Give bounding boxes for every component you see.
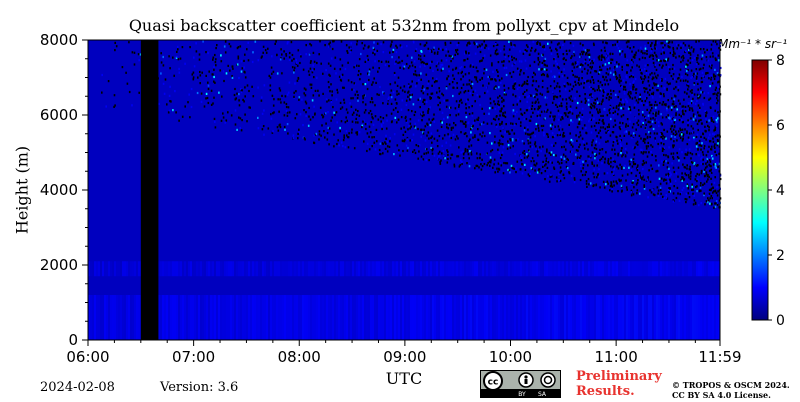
- footer-date: 2024-02-08: [40, 380, 115, 395]
- y-tick-label: 0: [68, 331, 78, 349]
- colorbar-tick-label: 8: [776, 53, 785, 69]
- copyright-line-1: © TROPOS & OSCM 2024.: [672, 380, 790, 390]
- colorbar-unit-label: Mm⁻¹ * sr⁻¹: [718, 37, 788, 51]
- colorbar-tick-label: 6: [776, 118, 785, 134]
- copyright-line-2: CC BY SA 4.0 License.: [672, 390, 771, 400]
- heatmap-plot-area: [88, 40, 722, 340]
- x-tick-label: 10:00: [489, 348, 532, 366]
- y-tick-label: 8000: [40, 31, 78, 49]
- colorbar: 0 2 4 6 8: [751, 53, 785, 329]
- preliminary-results-note: Preliminary Results.: [576, 369, 662, 399]
- axes: 06:00 07:00 08:00 09:00 10:00 11:00 11:59 0 2000…: [40, 31, 742, 366]
- layer-aerosol-layer: [88, 261, 720, 277]
- x-tick-label: 06:00: [66, 348, 109, 366]
- badge-by-text: BY: [518, 391, 526, 398]
- preliminary-line-1: Preliminary: [576, 369, 662, 384]
- x-tick-label: 09:00: [383, 348, 426, 366]
- colorbar-tick-label: 4: [776, 183, 785, 199]
- colorbar-gradient: [751, 59, 769, 321]
- x-tick-label: 11:00: [595, 348, 638, 366]
- x-tick-label: 07:00: [172, 348, 215, 366]
- layer-boundary-layer: [88, 295, 720, 340]
- copyright-note: © TROPOS & OSCM 2024. CC BY SA 4.0 Licen…: [672, 380, 790, 400]
- svg-text:cc: cc: [488, 378, 499, 388]
- colorbar-tick-label: 0: [776, 313, 785, 329]
- preliminary-line-2: Results.: [576, 384, 635, 399]
- x-axis-label: UTC: [385, 369, 423, 388]
- y-tick-label: 4000: [40, 181, 78, 199]
- noise-speckle: [101, 40, 722, 209]
- cc-by-sa-license-icon[interactable]: cc BY SA: [480, 370, 561, 398]
- footer-version: Version: 3.6: [160, 380, 239, 395]
- x-tick-label: 11:59: [698, 348, 741, 366]
- badge-sa-text: SA: [538, 391, 547, 398]
- colorbar-tick-label: 2: [776, 248, 785, 264]
- x-tick-label: 08:00: [278, 348, 321, 366]
- y-tick-label: 2000: [40, 256, 78, 274]
- chart-title: Quasi backscatter coefficient at 532nm f…: [128, 16, 680, 35]
- no-data-gap: [140, 40, 159, 340]
- y-tick-label: 6000: [40, 106, 78, 124]
- heatmap-background: [88, 40, 720, 340]
